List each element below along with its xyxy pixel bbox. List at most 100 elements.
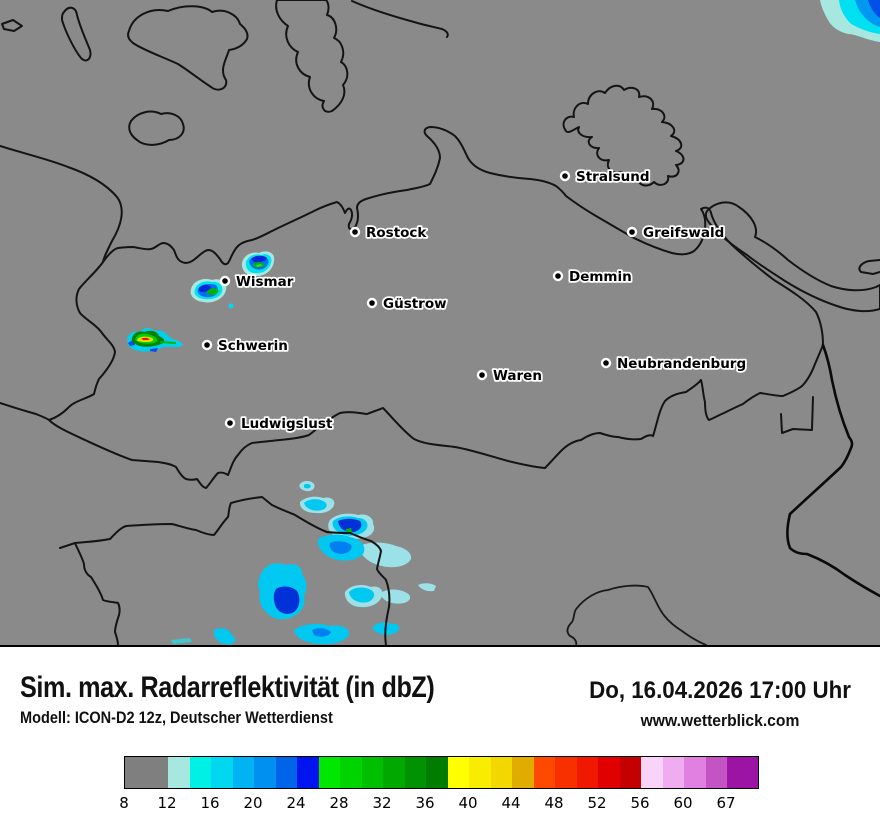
legend-segment <box>576 757 598 788</box>
city-dot <box>224 417 236 429</box>
legend-segment <box>598 757 620 788</box>
border-southern-states <box>59 496 391 645</box>
city-label: Wismar <box>236 274 294 290</box>
coastline-baltic <box>0 126 824 346</box>
legend-tick-label: 32 <box>372 794 392 812</box>
website-url: www.wetterblick.com <box>640 712 800 730</box>
legend-segment <box>404 757 426 788</box>
border-layer <box>0 261 880 645</box>
radar-cell-wismar-ne <box>241 251 275 277</box>
legend-tick-label: 36 <box>415 794 435 812</box>
legend-segment <box>447 757 469 788</box>
legend-segment <box>469 757 491 788</box>
city-dot <box>600 357 612 369</box>
city-label: Waren <box>493 368 542 384</box>
city-label: Stralsund <box>576 169 650 185</box>
legend-tick-label: 67 <box>716 794 736 812</box>
city-marker-waren: Waren <box>476 366 544 386</box>
forecast-datetime: Do, 16.04.2026 17:00 Uhr <box>589 677 851 704</box>
island-fehmarn <box>128 110 185 146</box>
legend-segment <box>705 757 727 788</box>
city-dot <box>219 275 231 287</box>
island-usedom <box>704 201 880 313</box>
city-label: Neubrandenburg <box>617 356 746 372</box>
legend-segment <box>125 757 168 788</box>
legend-tick-label: 44 <box>501 794 521 812</box>
legend-tick-label: 12 <box>157 794 177 812</box>
legend-tick-labels: 8 12 16 20 24 28 32 36 40 44 48 52 56 60 67 <box>119 794 757 814</box>
legend-tick-label: 8 <box>119 794 129 812</box>
city-marker-neubrandenburg: Neubrandenburg <box>600 354 748 374</box>
legend-colorbar <box>124 756 759 789</box>
legend-segment <box>555 757 577 788</box>
river-elbe-west <box>0 402 50 421</box>
legend-segment <box>232 757 254 788</box>
legend-tick-label: 28 <box>329 794 349 812</box>
legend-segment <box>254 757 276 788</box>
model-info: Modell: ICON-D2 12z, Deutscher Wetterdie… <box>20 709 333 727</box>
island-lolland <box>127 5 249 91</box>
legend-segment <box>211 757 233 788</box>
city-label: Ludwigslust <box>241 416 333 432</box>
border-berlin <box>566 584 707 645</box>
city-label: Rostock <box>366 225 427 241</box>
legend-segment <box>168 757 190 788</box>
legend-segment <box>318 757 340 788</box>
border-mecklenburg <box>48 261 824 489</box>
legend-segment <box>340 757 362 788</box>
legend-segment <box>490 757 512 788</box>
city-label: Greifswald <box>643 225 724 241</box>
city-dot <box>559 170 571 182</box>
radar-echo-layer <box>127 0 880 645</box>
legend-tick-label: 20 <box>243 794 263 812</box>
radar-map: Stralsund Rostock Greifswald Wismar Demm… <box>0 0 880 647</box>
legend-tick-label: 24 <box>286 794 306 812</box>
legend-tick-label: 16 <box>200 794 220 812</box>
radar-map-svg: Stralsund Rostock Greifswald Wismar Demm… <box>0 0 880 645</box>
legend-segment <box>641 757 663 788</box>
island-ruegen <box>562 84 685 187</box>
city-layer: Stralsund Rostock Greifswald Wismar Demm… <box>201 167 748 434</box>
legend-tick-label: 60 <box>673 794 693 812</box>
city-marker-wismar: Wismar <box>219 272 295 292</box>
legend-tick-label: 56 <box>630 794 650 812</box>
legend-segment <box>512 757 534 788</box>
city-label: Demmin <box>569 269 632 285</box>
radar-cell-schwerin-west <box>127 328 183 352</box>
header-right-block: Do, 16.04.2026 17:00 Uhr www.wetterblick… <box>563 677 877 731</box>
legend-segment <box>297 757 319 788</box>
city-marker-greifswald: Greifswald <box>626 223 726 243</box>
radar-field-south <box>171 481 436 645</box>
city-marker-guestrow: Güstrow <box>366 294 448 314</box>
legend-segment <box>662 757 684 788</box>
radar-cell-wismar-sw <box>190 279 234 309</box>
city-marker-stralsund: Stralsund <box>559 167 651 187</box>
city-marker-demmin: Demmin <box>552 267 633 287</box>
radar-cell-baltic-corner <box>820 0 880 42</box>
city-dot <box>366 297 378 309</box>
city-marker-schwerin: Schwerin <box>201 336 290 356</box>
page-title: Sim. max. Radarreflektivität (in dbZ) <box>20 671 435 704</box>
legend-segment <box>426 757 448 788</box>
legend-segment <box>383 757 405 788</box>
city-dot <box>476 369 488 381</box>
border-poland <box>786 343 880 598</box>
legend-segment <box>361 757 383 788</box>
legend-segment <box>533 757 555 788</box>
legend-tick-label: 48 <box>544 794 564 812</box>
city-dot <box>626 226 638 238</box>
city-marker-rostock: Rostock <box>349 223 429 243</box>
city-marker-ludwigslust: Ludwigslust <box>224 414 335 434</box>
legend-segment <box>619 757 641 788</box>
city-label: Güstrow <box>383 296 447 312</box>
legend-tick-label: 52 <box>587 794 607 812</box>
city-dot <box>349 226 361 238</box>
coastline-layer <box>0 0 880 346</box>
islet-topleft <box>1 19 23 32</box>
island-falster <box>275 0 349 113</box>
legend-tick-label: 40 <box>458 794 478 812</box>
legend-segment <box>189 757 211 788</box>
legend-segment <box>727 757 758 788</box>
border-uckermark-notch <box>780 396 814 434</box>
